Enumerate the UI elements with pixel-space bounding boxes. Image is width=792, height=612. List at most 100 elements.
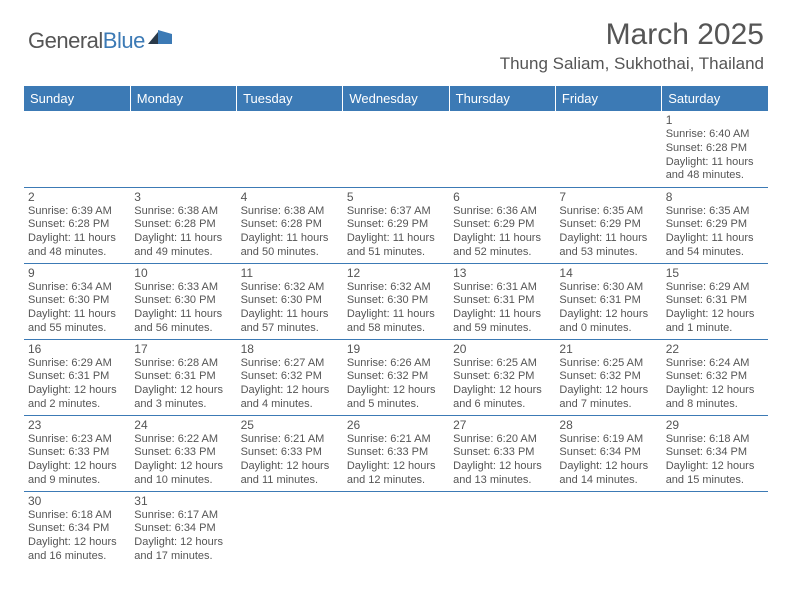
sunset-text: Sunset: 6:33 PM (453, 446, 551, 460)
sunrise-text: Sunrise: 6:26 AM (347, 357, 445, 371)
sunrise-text: Sunrise: 6:20 AM (453, 433, 551, 447)
sunset-text: Sunset: 6:32 PM (453, 370, 551, 384)
sunset-text: Sunset: 6:33 PM (134, 446, 232, 460)
calendar-cell: 11Sunrise: 6:32 AMSunset: 6:30 PMDayligh… (237, 263, 343, 339)
sunset-text: Sunset: 6:31 PM (28, 370, 126, 384)
weekday-header: Tuesday (237, 86, 343, 111)
daylight-text: Daylight: 12 hours (241, 460, 339, 474)
calendar-row: 30Sunrise: 6:18 AMSunset: 6:34 PMDayligh… (24, 491, 768, 567)
sunrise-text: Sunrise: 6:18 AM (666, 433, 764, 447)
calendar-row: 16Sunrise: 6:29 AMSunset: 6:31 PMDayligh… (24, 339, 768, 415)
daylight-text: Daylight: 12 hours (453, 384, 551, 398)
calendar-cell-empty (24, 111, 130, 187)
weekday-header: Thursday (449, 86, 555, 111)
sunrise-text: Sunrise: 6:29 AM (666, 281, 764, 295)
calendar-cell: 3Sunrise: 6:38 AMSunset: 6:28 PMDaylight… (130, 187, 236, 263)
daylight-text: Daylight: 11 hours (28, 232, 126, 246)
daylight-text: Daylight: 12 hours (347, 460, 445, 474)
calendar-cell: 18Sunrise: 6:27 AMSunset: 6:32 PMDayligh… (237, 339, 343, 415)
daylight-text: Daylight: 12 hours (28, 536, 126, 550)
calendar-cell: 29Sunrise: 6:18 AMSunset: 6:34 PMDayligh… (662, 415, 768, 491)
sunrise-text: Sunrise: 6:32 AM (241, 281, 339, 295)
calendar-cell-empty (555, 111, 661, 187)
logo-word2: Blue (103, 28, 145, 53)
day-number: 18 (241, 342, 339, 356)
daylight-text: and 14 minutes. (559, 474, 657, 488)
day-number: 31 (134, 494, 232, 508)
sunrise-text: Sunrise: 6:33 AM (134, 281, 232, 295)
daylight-text: and 7 minutes. (559, 398, 657, 412)
day-number: 12 (347, 266, 445, 280)
day-number: 10 (134, 266, 232, 280)
daylight-text: Daylight: 12 hours (347, 384, 445, 398)
sunrise-text: Sunrise: 6:27 AM (241, 357, 339, 371)
daylight-text: and 12 minutes. (347, 474, 445, 488)
page-header: GeneralBlue March 2025 Thung Saliam, Suk… (0, 0, 792, 78)
day-number: 21 (559, 342, 657, 356)
day-number: 11 (241, 266, 339, 280)
calendar-cell: 30Sunrise: 6:18 AMSunset: 6:34 PMDayligh… (24, 491, 130, 567)
day-number: 4 (241, 190, 339, 204)
sunset-text: Sunset: 6:34 PM (28, 522, 126, 536)
day-number: 3 (134, 190, 232, 204)
daylight-text: Daylight: 12 hours (453, 460, 551, 474)
calendar-cell: 5Sunrise: 6:37 AMSunset: 6:29 PMDaylight… (343, 187, 449, 263)
sunrise-text: Sunrise: 6:31 AM (453, 281, 551, 295)
calendar-cell: 15Sunrise: 6:29 AMSunset: 6:31 PMDayligh… (662, 263, 768, 339)
daylight-text: and 17 minutes. (134, 550, 232, 564)
sunrise-text: Sunrise: 6:34 AM (28, 281, 126, 295)
sunrise-text: Sunrise: 6:37 AM (347, 205, 445, 219)
calendar-cell-empty (555, 491, 661, 567)
calendar-cell: 20Sunrise: 6:25 AMSunset: 6:32 PMDayligh… (449, 339, 555, 415)
sunrise-text: Sunrise: 6:39 AM (28, 205, 126, 219)
sunrise-text: Sunrise: 6:25 AM (453, 357, 551, 371)
daylight-text: Daylight: 12 hours (559, 384, 657, 398)
sunset-text: Sunset: 6:34 PM (134, 522, 232, 536)
sunrise-text: Sunrise: 6:21 AM (347, 433, 445, 447)
sunset-text: Sunset: 6:29 PM (559, 218, 657, 232)
calendar-cell-empty (662, 491, 768, 567)
sunset-text: Sunset: 6:33 PM (347, 446, 445, 460)
daylight-text: Daylight: 11 hours (453, 308, 551, 322)
sunset-text: Sunset: 6:31 PM (134, 370, 232, 384)
calendar-cell: 9Sunrise: 6:34 AMSunset: 6:30 PMDaylight… (24, 263, 130, 339)
calendar-cell: 2Sunrise: 6:39 AMSunset: 6:28 PMDaylight… (24, 187, 130, 263)
weekday-header: Monday (130, 86, 236, 111)
calendar-cell: 1Sunrise: 6:40 AMSunset: 6:28 PMDaylight… (662, 111, 768, 187)
sunset-text: Sunset: 6:34 PM (559, 446, 657, 460)
day-number: 13 (453, 266, 551, 280)
sunrise-text: Sunrise: 6:21 AM (241, 433, 339, 447)
daylight-text: and 52 minutes. (453, 246, 551, 260)
calendar-cell: 4Sunrise: 6:38 AMSunset: 6:28 PMDaylight… (237, 187, 343, 263)
daylight-text: Daylight: 12 hours (134, 536, 232, 550)
calendar-cell: 14Sunrise: 6:30 AMSunset: 6:31 PMDayligh… (555, 263, 661, 339)
sunrise-text: Sunrise: 6:30 AM (559, 281, 657, 295)
sunset-text: Sunset: 6:31 PM (666, 294, 764, 308)
daylight-text: and 4 minutes. (241, 398, 339, 412)
daylight-text: and 15 minutes. (666, 474, 764, 488)
sunrise-text: Sunrise: 6:22 AM (134, 433, 232, 447)
calendar-cell: 24Sunrise: 6:22 AMSunset: 6:33 PMDayligh… (130, 415, 236, 491)
calendar-cell: 8Sunrise: 6:35 AMSunset: 6:29 PMDaylight… (662, 187, 768, 263)
daylight-text: and 8 minutes. (666, 398, 764, 412)
sunset-text: Sunset: 6:31 PM (453, 294, 551, 308)
sunrise-text: Sunrise: 6:24 AM (666, 357, 764, 371)
daylight-text: Daylight: 11 hours (28, 308, 126, 322)
sunset-text: Sunset: 6:28 PM (134, 218, 232, 232)
day-number: 29 (666, 418, 764, 432)
sunset-text: Sunset: 6:33 PM (241, 446, 339, 460)
sunset-text: Sunset: 6:30 PM (347, 294, 445, 308)
sunrise-text: Sunrise: 6:35 AM (559, 205, 657, 219)
sunrise-text: Sunrise: 6:38 AM (241, 205, 339, 219)
daylight-text: Daylight: 11 hours (666, 156, 764, 170)
daylight-text: and 3 minutes. (134, 398, 232, 412)
day-number: 28 (559, 418, 657, 432)
calendar-cell: 16Sunrise: 6:29 AMSunset: 6:31 PMDayligh… (24, 339, 130, 415)
day-number: 6 (453, 190, 551, 204)
daylight-text: Daylight: 11 hours (134, 308, 232, 322)
day-number: 24 (134, 418, 232, 432)
daylight-text: Daylight: 11 hours (241, 232, 339, 246)
day-number: 20 (453, 342, 551, 356)
day-number: 2 (28, 190, 126, 204)
calendar-cell: 31Sunrise: 6:17 AMSunset: 6:34 PMDayligh… (130, 491, 236, 567)
